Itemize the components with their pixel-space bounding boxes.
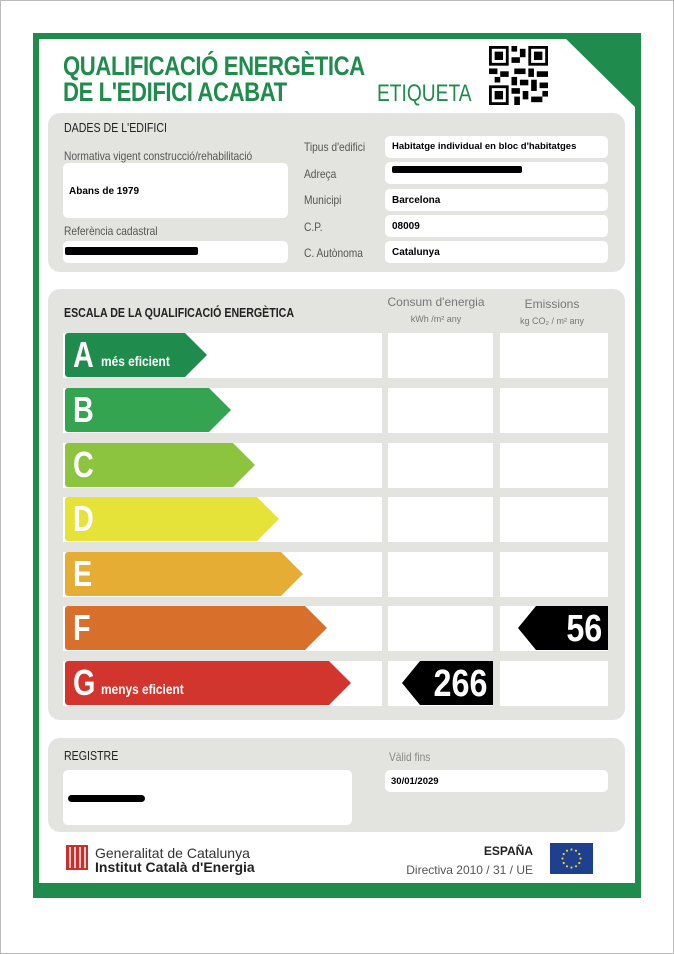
consumption-unit: kWh /m² any xyxy=(410,314,462,324)
class-arrow-e: E xyxy=(65,552,303,596)
field-label: C. Autònoma xyxy=(304,246,363,260)
generalitat-logo-icon xyxy=(66,845,88,870)
class-letter: F xyxy=(73,607,91,648)
normativa-value: Abans de 1979 xyxy=(69,186,140,197)
cadastral-label: Referència cadastral xyxy=(64,224,158,238)
normativa-field xyxy=(63,163,288,218)
class-arrow-f: F xyxy=(65,606,327,650)
valid-until-label: Vàlid fins xyxy=(389,750,431,764)
consumption-header: Consum d'energia xyxy=(387,295,485,309)
class-arrow-a: A més eficient xyxy=(65,333,207,377)
etiqueta-label: ETIQUETA xyxy=(377,80,472,107)
class-arrow-g: G menys eficient xyxy=(65,661,351,705)
emissions-cell xyxy=(500,661,608,706)
consumption-cell xyxy=(388,443,493,488)
municipality-field xyxy=(385,189,608,211)
building-type-value: Habitatge individual en bloc d'habitatge… xyxy=(392,141,577,152)
region-field xyxy=(385,241,608,263)
class-arrow-b: B xyxy=(65,388,231,432)
building-type-field xyxy=(385,136,608,158)
emissions-cell xyxy=(500,443,608,488)
consumption-cell xyxy=(388,333,493,378)
consumption-indicator: 266 xyxy=(402,661,493,705)
valid-until-value: 30/01/2029 xyxy=(391,776,439,787)
field-label: Municipi xyxy=(304,193,342,207)
class-letter: E xyxy=(73,553,93,594)
class-subtitle: més eficient xyxy=(101,353,170,369)
region-value: Catalunya xyxy=(392,247,440,258)
emissions-indicator: 56 xyxy=(518,606,608,650)
redaction xyxy=(68,795,145,802)
consumption-cell xyxy=(388,606,493,651)
consumption-cell xyxy=(388,497,493,542)
emissions-cell xyxy=(500,333,608,378)
consumption-cell xyxy=(388,388,493,433)
class-letter: C xyxy=(73,444,94,485)
emissions-cell xyxy=(500,497,608,542)
emissions-unit: kg CO₂ / m² any xyxy=(519,316,584,326)
valid-until-field xyxy=(385,770,608,792)
org-name-2: Institut Català d'Energia xyxy=(95,859,255,875)
redaction xyxy=(65,247,198,255)
redaction xyxy=(392,166,522,173)
scale-title: ESCALA DE LA QUALIFICACIÓ ENERGÈTICA xyxy=(64,306,295,320)
title-line2: DE L'EDIFICI ACABAT xyxy=(63,77,287,107)
field-label: C.P. xyxy=(304,220,323,234)
building-section-title: DADES DE L'EDIFICI xyxy=(64,121,167,135)
field-label: Adreça xyxy=(304,167,337,181)
consumption-cell xyxy=(388,552,493,597)
country-label: ESPAÑA xyxy=(483,844,533,858)
registry-title: REGISTRE xyxy=(64,749,119,763)
field-label: Tipus d'edifici xyxy=(304,140,366,154)
normativa-label: Normativa vigent construcció/rehabilitac… xyxy=(64,149,253,163)
emissions-cell xyxy=(500,552,608,597)
class-letter: D xyxy=(73,498,94,539)
municipality-value: Barcelona xyxy=(392,195,441,206)
class-letter: G xyxy=(73,662,96,703)
postcode-field xyxy=(385,215,608,237)
class-arrow-d: D xyxy=(65,497,279,541)
emissions-header: Emissions xyxy=(524,297,580,311)
class-arrow-c: C xyxy=(65,443,255,487)
emissions-cell xyxy=(500,388,608,433)
class-letter: A xyxy=(73,334,94,375)
class-subtitle: menys eficient xyxy=(101,681,184,697)
org-name-1: Generalitat de Catalunya xyxy=(95,845,250,861)
title-line1: QUALIFICACIÓ ENERGÈTICA xyxy=(63,51,365,81)
postcode-value: 08009 xyxy=(392,221,420,232)
qr-code-icon xyxy=(489,46,548,105)
directive-label: Directiva 2010 / 31 / UE xyxy=(406,863,533,877)
class-letter: B xyxy=(73,389,94,430)
eu-flag-icon xyxy=(550,843,593,874)
